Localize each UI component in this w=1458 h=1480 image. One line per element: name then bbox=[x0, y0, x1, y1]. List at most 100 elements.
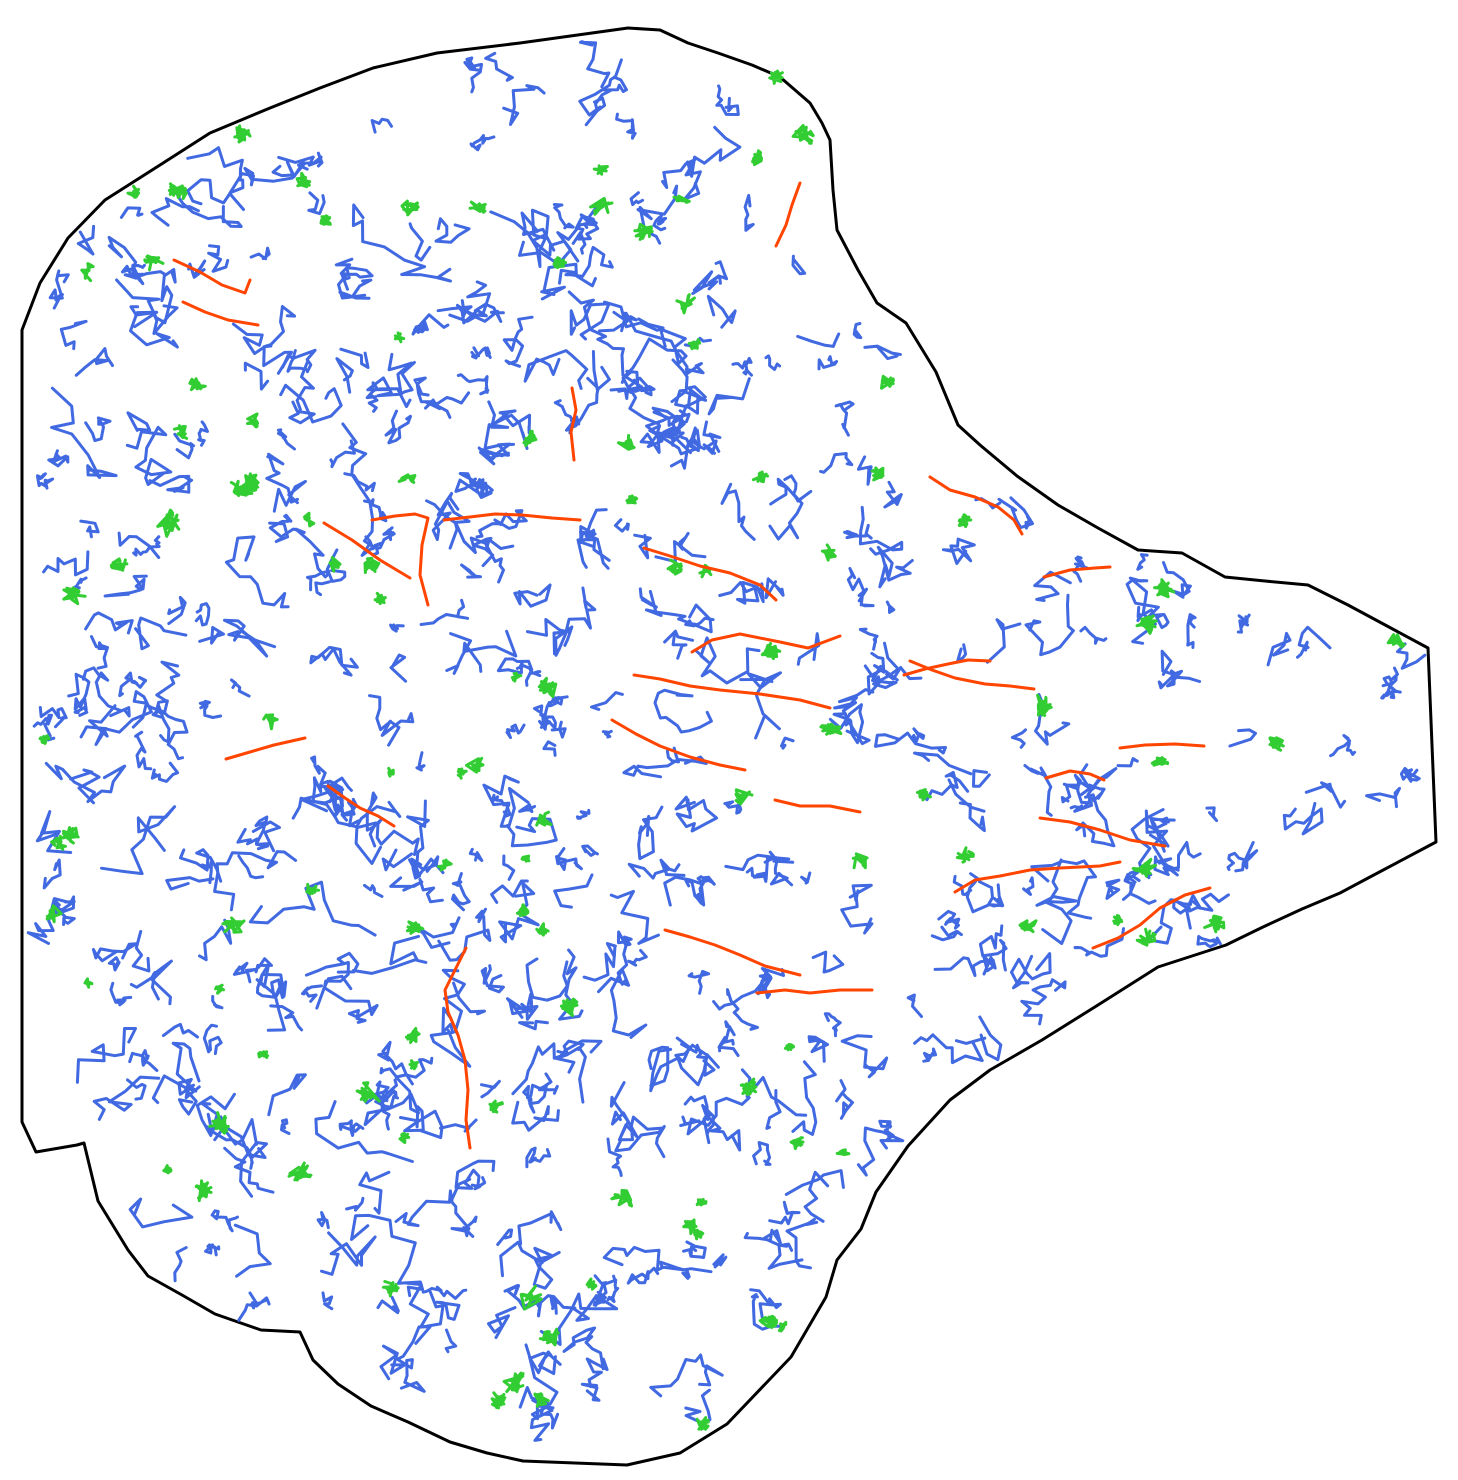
confined-track bbox=[915, 788, 932, 802]
diffusive-track bbox=[69, 768, 101, 805]
diffusive-track bbox=[376, 1295, 400, 1315]
diffusive-track bbox=[76, 224, 96, 256]
confined-track bbox=[404, 1026, 421, 1044]
confined-track bbox=[610, 1188, 634, 1208]
diffusive-track bbox=[73, 706, 89, 717]
diffusive-track bbox=[375, 1078, 398, 1103]
diffusive-track bbox=[195, 1092, 236, 1137]
confined-track bbox=[194, 1179, 213, 1203]
diffusive-track bbox=[441, 968, 466, 1034]
confined-track bbox=[188, 377, 207, 392]
confined-track bbox=[592, 164, 609, 176]
diffusive-track bbox=[394, 1189, 454, 1228]
confined-track bbox=[50, 834, 67, 851]
diffusive-track bbox=[374, 1089, 399, 1109]
confined-track bbox=[398, 1132, 411, 1144]
diffusive-track bbox=[480, 964, 505, 994]
confined-track bbox=[126, 184, 141, 199]
diffusive-track bbox=[933, 954, 997, 977]
confined-track bbox=[535, 810, 553, 827]
diffusive-track bbox=[555, 847, 583, 871]
confined-track bbox=[387, 766, 395, 778]
confined-track bbox=[589, 196, 614, 216]
diffusive-track bbox=[659, 1260, 691, 1280]
diffusive-track bbox=[870, 651, 899, 682]
directed-track bbox=[908, 659, 1036, 691]
diffusive-track bbox=[749, 1288, 782, 1322]
confined-track bbox=[552, 256, 568, 270]
diffusive-track bbox=[118, 671, 147, 698]
diffusive-track bbox=[370, 117, 393, 134]
diffusive-track bbox=[462, 629, 518, 673]
confined-track bbox=[257, 1050, 270, 1059]
diffusive-track bbox=[1024, 593, 1075, 657]
diffusive-track bbox=[281, 527, 327, 579]
diffusive-track bbox=[717, 1020, 740, 1057]
diffusive-track bbox=[878, 1119, 895, 1143]
diffusive-track bbox=[38, 706, 68, 729]
diffusive-track bbox=[574, 215, 600, 241]
confined-track bbox=[537, 676, 558, 699]
diffusive-track bbox=[593, 75, 628, 113]
diffusive-track bbox=[496, 657, 534, 687]
diffusive-track bbox=[752, 1141, 772, 1166]
diffusive-track bbox=[233, 1223, 272, 1278]
confined-track bbox=[1153, 578, 1176, 599]
diffusive-track bbox=[1228, 728, 1257, 748]
diffusive-track bbox=[525, 957, 569, 1002]
diffusive-track bbox=[538, 711, 552, 731]
diffusive-track bbox=[764, 354, 782, 371]
diffusive-track bbox=[198, 699, 223, 719]
confined-track bbox=[1268, 736, 1285, 752]
diffusive-track bbox=[1241, 841, 1259, 866]
directed-track bbox=[953, 860, 1122, 894]
directed-track bbox=[326, 784, 396, 828]
diffusive-track bbox=[1073, 927, 1125, 958]
diffusive-track bbox=[581, 844, 599, 857]
diffusive-track bbox=[107, 235, 167, 279]
diffusive-track bbox=[523, 349, 589, 390]
diffusive-track bbox=[272, 479, 307, 513]
diffusive-track bbox=[1079, 625, 1108, 645]
directed-track bbox=[928, 475, 1024, 536]
diffusive-track bbox=[204, 1243, 221, 1257]
confined-track bbox=[400, 199, 420, 217]
diffusive-track bbox=[592, 1274, 608, 1307]
diffusive-track bbox=[1186, 613, 1197, 649]
diffusive-track bbox=[575, 808, 591, 820]
diffusive-track bbox=[249, 246, 271, 261]
diffusive-track bbox=[834, 400, 855, 437]
diffusive-track bbox=[243, 361, 270, 391]
diffusive-track bbox=[550, 720, 567, 739]
confined-track bbox=[675, 293, 696, 315]
diffusive-track bbox=[151, 699, 171, 744]
confined-track bbox=[760, 642, 782, 661]
directed-track bbox=[610, 718, 747, 772]
diffusive-track bbox=[518, 201, 602, 266]
diffusive-track bbox=[439, 1118, 478, 1133]
confined-track bbox=[246, 412, 260, 429]
diffusive-track bbox=[431, 499, 471, 550]
diffusive-track bbox=[517, 1210, 563, 1246]
diffusive-track bbox=[622, 755, 708, 779]
directed-track bbox=[690, 632, 842, 654]
diffusive-track bbox=[972, 769, 991, 788]
diffusive-track bbox=[314, 1100, 414, 1163]
diffusive-track bbox=[210, 1209, 239, 1233]
diffusive-track bbox=[490, 879, 529, 904]
diffusive-track bbox=[186, 146, 244, 182]
diffusive-track bbox=[518, 1019, 549, 1031]
diffusive-track bbox=[413, 376, 452, 419]
confined-track bbox=[695, 1416, 710, 1431]
diffusive-track bbox=[408, 222, 432, 262]
diffusive-track bbox=[456, 373, 490, 396]
confined-track bbox=[262, 713, 279, 731]
diffusive-track bbox=[91, 942, 138, 963]
diffusive-track bbox=[609, 889, 660, 945]
diffusive-track bbox=[1266, 631, 1292, 667]
diffusive-track bbox=[724, 853, 794, 887]
diffusive-track bbox=[518, 803, 537, 814]
diffusive-track bbox=[684, 1388, 712, 1426]
diffusive-track bbox=[731, 356, 753, 377]
diffusive-track bbox=[1157, 649, 1176, 690]
